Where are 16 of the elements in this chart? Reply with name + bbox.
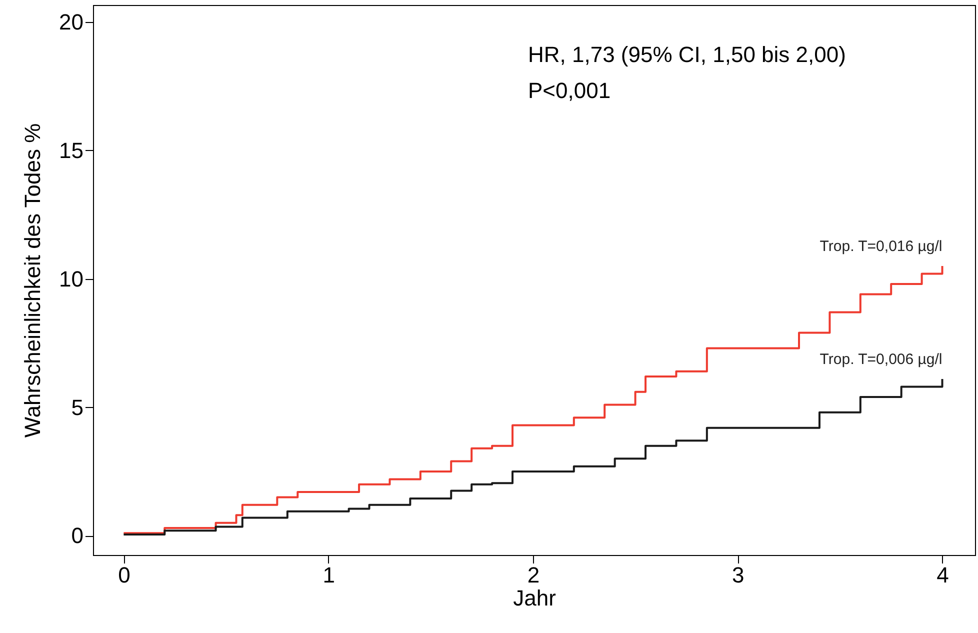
- x-tick-label: 4: [936, 562, 949, 588]
- y-axis-title: Wahrscheinlichkeit des Todes %: [20, 123, 46, 438]
- x-tick-label: 1: [322, 562, 335, 588]
- series-label: Trop. T=0,006 µg/l: [820, 351, 942, 368]
- y-tick-label: 15: [59, 138, 84, 163]
- x-tick-label: 2: [527, 562, 540, 588]
- annotation: HR, 1,73 (95% CI, 1,50 bis 2,00): [528, 42, 846, 67]
- series-label: Trop. T=0,016 µg/l: [820, 238, 942, 255]
- y-tick-label: 5: [71, 394, 84, 420]
- annotation: P<0,001: [528, 78, 611, 103]
- x-axis-title: Jahr: [513, 586, 556, 610]
- y-tick-label: 0: [71, 523, 84, 548]
- y-tick-label: 10: [59, 266, 84, 292]
- x-tick-label: 3: [732, 562, 744, 588]
- x-tick-label: 0: [118, 562, 130, 588]
- y-tick-label: 20: [59, 9, 84, 34]
